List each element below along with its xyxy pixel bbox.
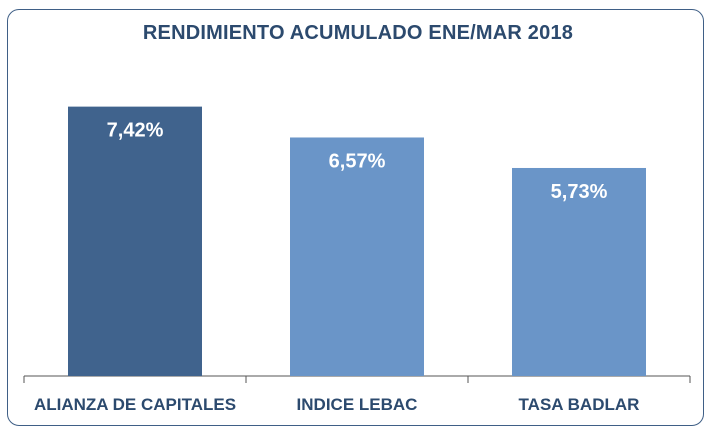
bar-value-label-3: 5,73% — [551, 181, 608, 203]
bar-value-label-1: 7,42% — [107, 120, 164, 142]
chart-title: RENDIMIENTO ACUMULADO ENE/MAR 2018 — [142, 22, 574, 44]
bar-value-label-2: 6,57% — [329, 150, 386, 172]
category-label-3: TASA BADLAR — [519, 395, 640, 414]
bar-2 — [290, 137, 424, 376]
bar-3 — [512, 167, 646, 376]
bar-1 — [68, 106, 202, 377]
category-label-2: INDICE LEBAC — [297, 395, 418, 414]
category-label-1: ALIANZA DE CAPITALES — [34, 395, 236, 414]
